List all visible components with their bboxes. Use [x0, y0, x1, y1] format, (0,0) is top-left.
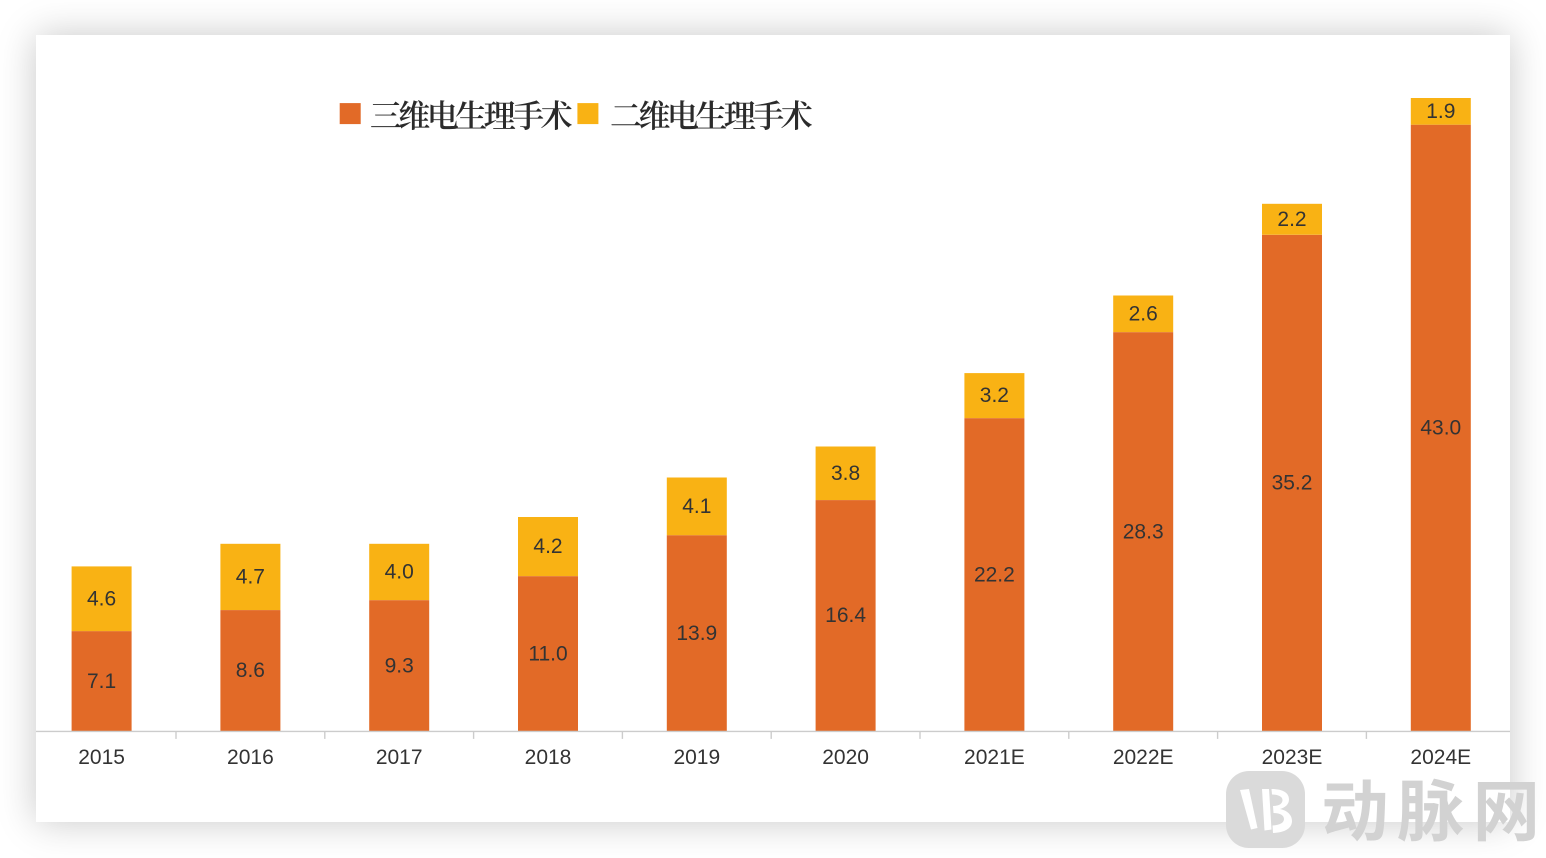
svg-text:2022E: 2022E	[1113, 746, 1174, 769]
svg-text:1.9: 1.9	[1426, 100, 1455, 123]
svg-text:4.7: 4.7	[236, 565, 265, 588]
svg-text:2020: 2020	[822, 746, 869, 769]
svg-text:16.4: 16.4	[825, 604, 866, 627]
svg-text:4.0: 4.0	[385, 561, 414, 584]
svg-text:35.2: 35.2	[1272, 472, 1313, 495]
svg-text:4.1: 4.1	[682, 495, 711, 518]
svg-text:2023E: 2023E	[1262, 746, 1323, 769]
svg-text:3.8: 3.8	[831, 462, 860, 485]
svg-text:7.1: 7.1	[87, 670, 116, 693]
svg-text:2019: 2019	[673, 746, 720, 769]
svg-text:4.2: 4.2	[533, 535, 562, 558]
svg-text:11.0: 11.0	[528, 642, 567, 665]
svg-text:2021E: 2021E	[964, 746, 1025, 769]
svg-text:2016: 2016	[227, 746, 274, 769]
svg-text:2018: 2018	[525, 746, 572, 769]
svg-text:43.0: 43.0	[1420, 417, 1461, 440]
svg-text:2015: 2015	[78, 746, 125, 769]
svg-text:2.6: 2.6	[1129, 302, 1158, 325]
svg-text:9.3: 9.3	[385, 654, 414, 677]
svg-text:2017: 2017	[376, 746, 423, 769]
svg-text:4.6: 4.6	[87, 587, 116, 610]
svg-text:2024E: 2024E	[1410, 746, 1471, 769]
svg-text:28.3: 28.3	[1123, 520, 1164, 543]
svg-text:13.9: 13.9	[676, 622, 717, 645]
svg-text:22.2: 22.2	[974, 563, 1015, 586]
svg-text:8.6: 8.6	[236, 659, 265, 682]
svg-text:3.2: 3.2	[980, 384, 1009, 407]
svg-text:2.2: 2.2	[1277, 208, 1306, 231]
